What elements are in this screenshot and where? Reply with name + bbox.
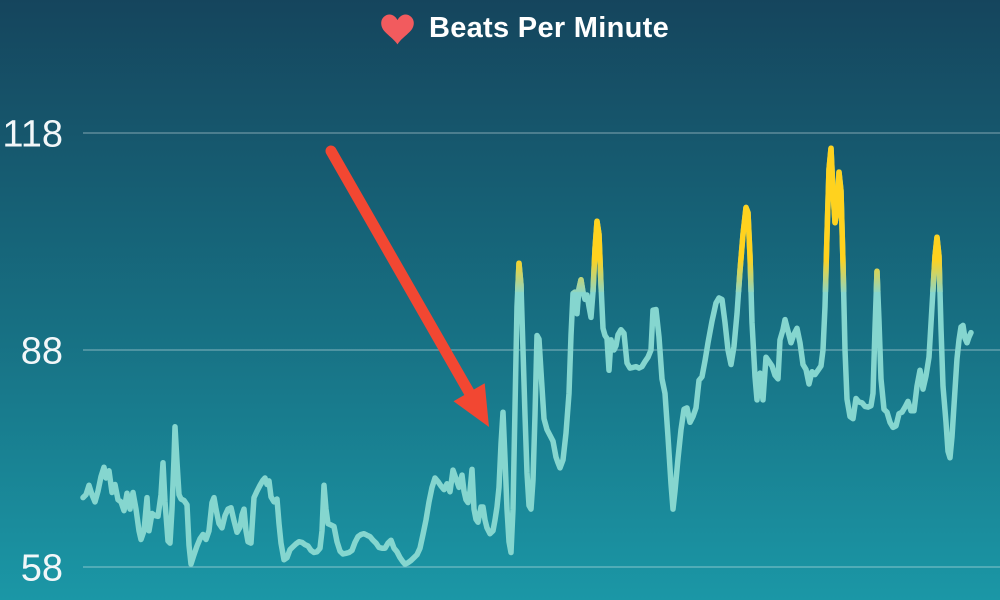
y-axis-tick-label-118: 118 [2, 114, 63, 156]
annotation-arrow [325, 145, 489, 427]
heart-rate-series-peak-zone [514, 145, 943, 293]
y-axis-tick-label-58: 58 [21, 548, 63, 590]
y-axis-tick-label-88: 88 [21, 331, 63, 373]
